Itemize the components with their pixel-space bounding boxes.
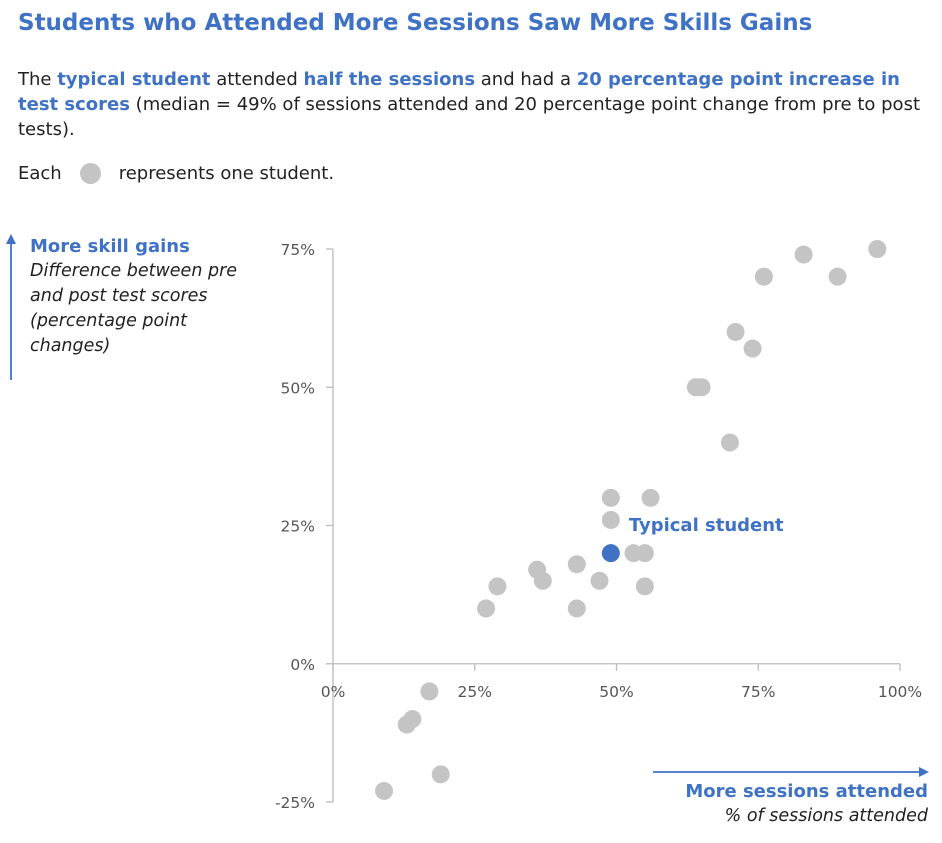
y-tick-label: 75%	[281, 241, 315, 259]
subtitle-text-2: attended	[210, 69, 304, 90]
data-point	[477, 599, 496, 618]
y-tick-label: -25%	[275, 794, 315, 812]
data-point	[403, 710, 422, 729]
data-point	[601, 488, 620, 507]
x-tick-label: 100%	[878, 683, 922, 701]
data-point	[635, 577, 654, 596]
x-axis-label: More sessions attended % of sessions att…	[685, 779, 928, 829]
data-point	[431, 765, 450, 784]
x-tick-label: 25%	[458, 683, 492, 701]
y-tick-label: 50%	[281, 379, 315, 397]
data-point	[641, 488, 660, 507]
x-axis-title: More sessions attended	[685, 781, 928, 802]
subtitle-text-1: The	[18, 69, 58, 90]
x-tick-label: 0%	[321, 683, 346, 701]
data-point	[692, 378, 711, 397]
x-tick-label: 75%	[741, 683, 775, 701]
data-point	[601, 510, 620, 529]
legend: Each represents one student.	[18, 163, 334, 184]
subtitle-highlight-2: half the sessions	[303, 69, 476, 90]
data-point	[567, 599, 586, 618]
data-point	[743, 339, 762, 358]
data-point	[726, 322, 745, 341]
subtitle-text-3: and had a	[475, 69, 577, 90]
legend-text-before: Each	[18, 163, 62, 184]
data-point	[720, 433, 739, 452]
data-point	[794, 245, 813, 264]
data-point	[868, 240, 887, 258]
data-point	[754, 267, 773, 286]
data-point	[375, 781, 394, 800]
chart-title: Students who Attended More Sessions Saw …	[18, 10, 813, 36]
data-point	[533, 571, 552, 590]
y-axis-subtitle: Difference between pre and post test sco…	[30, 261, 238, 356]
data-point	[488, 577, 507, 596]
subtitle-highlight-1: typical student	[57, 69, 211, 90]
legend-text-after: represents one student.	[118, 163, 335, 184]
chart-subtitle: The typical student attended half the se…	[18, 67, 923, 142]
y-axis-arrow	[6, 234, 16, 380]
x-axis-subtitle: % of sessions attended	[724, 806, 928, 826]
highlight-label: Typical student	[629, 515, 784, 536]
y-tick-label: 0%	[290, 656, 315, 674]
data-point	[635, 544, 654, 563]
data-point	[828, 267, 847, 286]
data-point	[590, 571, 609, 590]
x-tick-label: 50%	[599, 683, 633, 701]
subtitle-highlight-3: 20 percentage point increase in test sco…	[18, 69, 900, 115]
y-tick-label: 25%	[281, 518, 315, 536]
subtitle-text-4: (median = 49% of sessions attended and 2…	[18, 94, 921, 140]
y-axis-title: More skill gains	[30, 236, 190, 257]
highlight-point	[601, 544, 620, 563]
data-point	[420, 682, 439, 701]
data-point	[567, 555, 586, 574]
x-axis-arrow	[653, 767, 929, 777]
legend-dot	[79, 163, 101, 184]
y-axis-label: More skill gains Difference between pre …	[30, 234, 245, 359]
